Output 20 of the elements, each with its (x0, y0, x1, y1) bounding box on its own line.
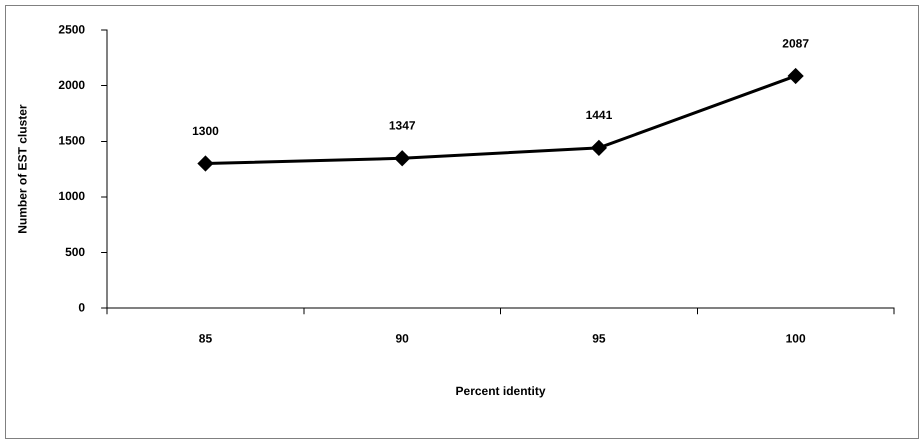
x-tick-label: 100 (786, 332, 806, 346)
data-label: 1300 (192, 124, 220, 138)
y-axis-title: Number of EST cluster (16, 104, 30, 234)
x-tick-label: 95 (592, 332, 606, 346)
point (788, 68, 804, 84)
y-tick-label: 0 (78, 300, 86, 315)
data-label: 1347 (388, 118, 416, 133)
data-label: 1441 (586, 108, 613, 122)
x-axis-title: Percent identity (456, 384, 546, 398)
point (591, 140, 606, 156)
point (198, 156, 213, 172)
data-label: 2087 (782, 36, 810, 50)
y-tick-label: 2500 (58, 22, 86, 36)
point (394, 150, 410, 166)
y-tick-label: 1000 (58, 189, 86, 204)
y-tick-label: 500 (65, 244, 86, 259)
x-tick-label: 85 (198, 332, 212, 346)
y-tick-label: 2000 (58, 78, 86, 92)
x-tick-label: 90 (396, 332, 410, 346)
y-tick-label: 1500 (58, 134, 86, 148)
